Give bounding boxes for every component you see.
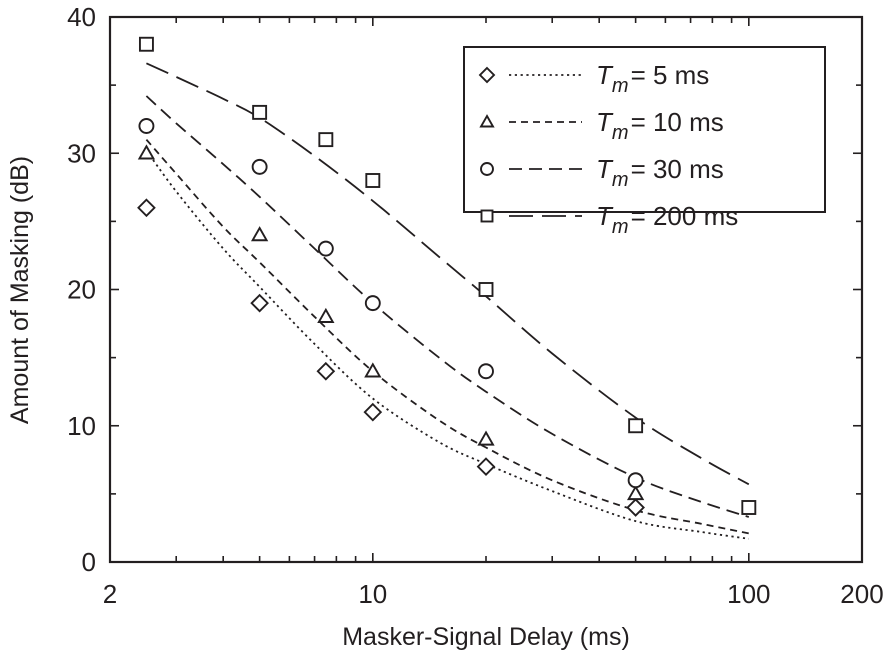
legend-label: Tm= 200 ms: [596, 201, 738, 238]
diamond-marker-icon: [363, 402, 383, 422]
circle-marker-icon: [478, 363, 494, 380]
fit-curve-long-dash: [146, 62, 750, 486]
y-tick-label: 0: [82, 547, 96, 577]
diamond-marker-icon: [476, 457, 496, 476]
legend-label: Tm= 5 ms: [596, 60, 709, 97]
circle-marker-icon: [627, 472, 644, 489]
x-axis-title: Masker-Signal Delay (ms): [342, 623, 630, 651]
diamond-marker-icon: [316, 361, 336, 381]
fit-curve-dotted: [145, 149, 749, 540]
circle-marker-icon: [138, 118, 155, 134]
legend-label: Tm= 30 ms: [596, 154, 724, 191]
x-tick-label: 200: [840, 579, 883, 609]
diamond-marker-icon: [626, 498, 645, 517]
y-tick-label: 30: [67, 138, 96, 168]
y-axis-title: Amount of Masking (dB): [6, 156, 34, 424]
triangle-marker-icon: [626, 484, 645, 501]
diamond-marker-icon: [250, 293, 269, 313]
x-tick-label: 2: [103, 579, 117, 609]
axis-tick-labels: 2 10 100 200 0 10 20 30 40: [67, 2, 884, 609]
y-tick-label: 10: [67, 411, 96, 441]
triangle-marker-icon: [477, 430, 495, 446]
legend-box: [463, 46, 826, 213]
x-tick-label: 100: [727, 579, 770, 609]
triangle-marker-icon: [317, 307, 335, 323]
square-marker-icon: [318, 132, 334, 148]
y-tick-label: 20: [67, 275, 96, 305]
square-marker-icon: [741, 500, 757, 515]
triangle-marker-icon: [137, 144, 156, 160]
square-marker-icon: [478, 282, 494, 297]
diamond-marker-icon: [478, 66, 496, 84]
square-marker-icon: [480, 209, 494, 223]
axis-ticks: [110, 17, 862, 562]
x-tick-label: 10: [358, 579, 387, 609]
circle-marker-icon: [480, 162, 494, 176]
circle-marker-icon: [317, 240, 334, 257]
diamond-marker-icon: [137, 198, 156, 218]
square-marker-icon: [628, 418, 644, 434]
circle-marker-icon: [251, 158, 268, 175]
y-tick-label: 40: [67, 2, 96, 32]
triangle-marker-icon: [364, 362, 382, 378]
data-markers: [137, 36, 757, 517]
triangle-marker-icon: [250, 226, 269, 242]
square-marker-icon: [365, 173, 381, 188]
legend: Tm= 5 ms Tm= 10 ms Tm= 30 ms Tm= 200 ms: [463, 46, 826, 238]
square-marker-icon: [138, 36, 154, 52]
circle-marker-icon: [364, 295, 381, 312]
triangle-marker-icon: [479, 114, 495, 128]
square-marker-icon: [252, 104, 268, 120]
legend-label: Tm= 10 ms: [596, 107, 724, 144]
